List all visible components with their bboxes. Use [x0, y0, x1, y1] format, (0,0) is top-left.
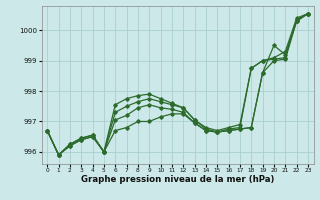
X-axis label: Graphe pression niveau de la mer (hPa): Graphe pression niveau de la mer (hPa) [81, 175, 274, 184]
